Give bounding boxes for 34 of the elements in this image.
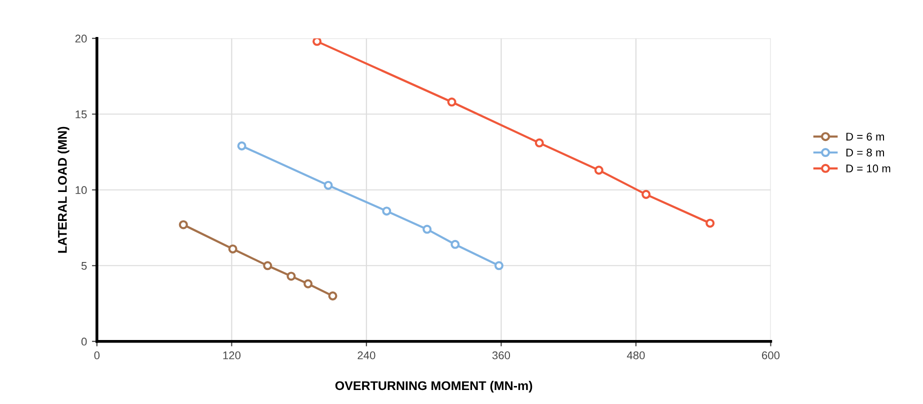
y-tick-label: 5 <box>81 262 87 270</box>
point <box>447 97 456 107</box>
x-tick-label: 0 <box>94 351 100 360</box>
point <box>263 261 272 270</box>
point <box>382 206 392 216</box>
point <box>642 190 651 199</box>
point <box>228 244 238 254</box>
x-tick-label: 600 <box>762 351 780 360</box>
x-tick-label: 480 <box>626 351 645 360</box>
point <box>178 220 188 230</box>
point <box>304 279 313 288</box>
x-tick-label: 360 <box>492 351 510 360</box>
legend-label: D = 8 m <box>846 148 884 157</box>
x-tick-label: 240 <box>358 351 376 360</box>
point <box>422 224 432 234</box>
y-axis-title: LATERAL LOAD (MN) <box>58 126 70 253</box>
point <box>237 141 246 150</box>
point <box>534 138 544 148</box>
x-tick-label: 120 <box>223 351 241 360</box>
legend-label: D = 10 m <box>846 164 890 172</box>
point <box>328 291 338 300</box>
y-tick-label: 10 <box>76 186 87 194</box>
point <box>594 166 604 175</box>
point <box>450 240 460 249</box>
y-tick-label: 0 <box>81 338 87 346</box>
legend-label: D = 6 m <box>846 132 884 141</box>
y-tick-label: 20 <box>75 34 87 43</box>
y-tick-label: 15 <box>76 110 87 118</box>
point <box>324 180 333 190</box>
point <box>312 38 322 46</box>
point <box>286 272 296 281</box>
point <box>494 261 504 270</box>
point <box>706 218 715 228</box>
x-axis-title: OVERTURNING MOMENT (MN-m) <box>335 380 532 393</box>
